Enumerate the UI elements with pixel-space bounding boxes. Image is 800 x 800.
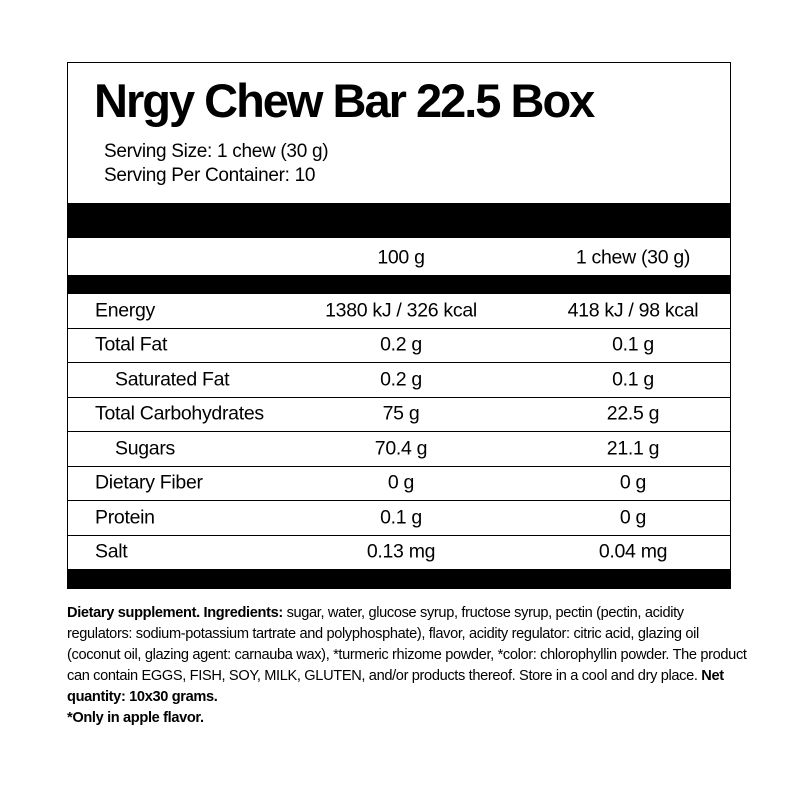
nutrient-label: Energy	[95, 299, 155, 322]
column-header-row: 100 g 1 chew (30 g)	[68, 240, 730, 276]
value-per-serving: 0.1 g	[612, 368, 654, 391]
value-per-100g: 0.2 g	[380, 368, 422, 391]
nutrient-label: Salt	[95, 540, 128, 563]
nutrient-row: Total Carbohydrates 75 g 22.5 g	[68, 398, 730, 432]
nutrient-label: Total Carbohydrates	[95, 402, 264, 425]
column-header-100g: 100 g	[377, 246, 425, 269]
nutrient-label: Total Fat	[95, 333, 168, 356]
nutrient-row: Protein 0.1 g 0 g	[68, 501, 730, 536]
nutrient-row: Total Fat 0.2 g 0.1 g	[68, 329, 730, 363]
nutrient-row: Saturated Fat 0.2 g 0.1 g	[68, 363, 730, 398]
footnote: *Only in apple flavor.	[67, 710, 204, 726]
value-per-100g: 0.1 g	[380, 506, 422, 529]
ingredients-text: Dietary supplement. Ingredients: sugar, …	[67, 603, 747, 729]
value-per-serving: 0 g	[619, 471, 647, 494]
value-per-100g: 1380 kJ / 326 kcal	[325, 299, 477, 322]
value-per-100g: 0.13 mg	[366, 540, 436, 563]
ingredients-body: sugar, water, glucose syrup, fructose sy…	[67, 605, 747, 684]
serving-size: Serving Size: 1 chew (30 g)	[104, 141, 329, 162]
value-per-100g: 70.4 g	[374, 437, 428, 460]
value-per-serving: 0 g	[619, 506, 647, 529]
nutrient-row: Salt 0.13 mg 0.04 mg	[68, 536, 730, 570]
value-per-serving: 418 kJ / 98 kcal	[567, 299, 699, 322]
servings-per-container: Serving Per Container: 10	[104, 165, 316, 186]
value-per-100g: 75 g	[382, 402, 420, 425]
net-quantity: Net quantity: 10x30 grams.	[67, 668, 724, 705]
value-per-serving: 22.5 g	[606, 402, 660, 425]
nutrient-label: Protein	[95, 506, 155, 529]
nutrient-row: Sugars 70.4 g 21.1 g	[68, 432, 730, 467]
nutrient-row: Energy 1380 kJ / 326 kcal 418 kJ / 98 kc…	[68, 294, 730, 329]
product-title: Nrgy Chew Bar 22.5 Box	[94, 74, 595, 127]
divider-bar	[68, 203, 730, 238]
value-per-serving: 0.1 g	[612, 333, 654, 356]
value-per-100g: 0 g	[387, 471, 415, 494]
value-per-serving: 21.1 g	[606, 437, 660, 460]
nutrient-label: Saturated Fat	[115, 368, 230, 391]
nutrition-facts-panel: Nrgy Chew Bar 22.5 Box Serving Size: 1 c…	[67, 62, 731, 589]
nutrient-row: Dietary Fiber 0 g 0 g	[68, 467, 730, 501]
column-header-serving: 1 chew (30 g)	[575, 246, 691, 269]
divider-bar	[68, 275, 730, 294]
divider-bar	[68, 570, 730, 588]
ingredients-heading: Dietary supplement. Ingredients:	[67, 605, 283, 621]
nutrient-label: Dietary Fiber	[95, 471, 203, 494]
value-per-100g: 0.2 g	[380, 333, 422, 356]
nutrient-label: Sugars	[115, 437, 175, 460]
value-per-serving: 0.04 mg	[598, 540, 668, 563]
